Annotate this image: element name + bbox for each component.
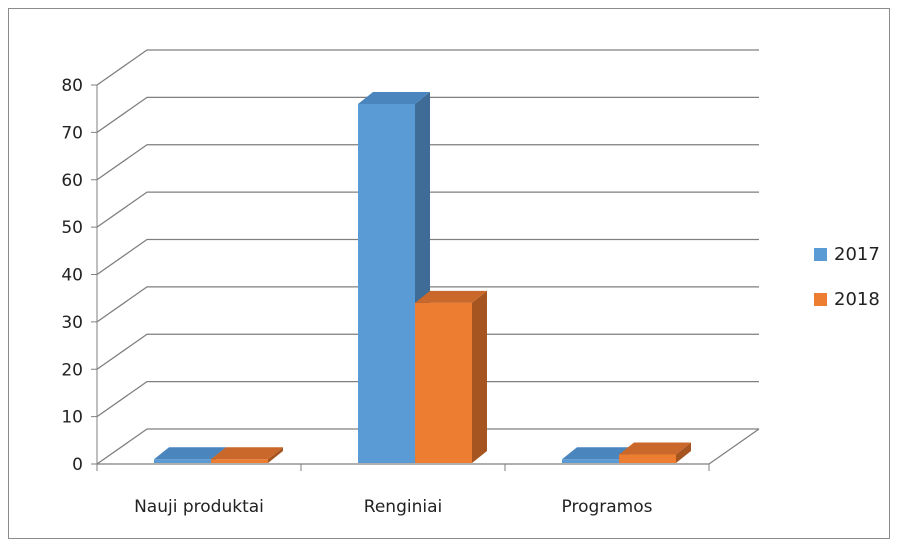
- bar-2018-1: [415, 290, 487, 463]
- category-label: Programos: [562, 497, 653, 517]
- bar-top: [619, 442, 691, 455]
- bar-front: [211, 459, 268, 463]
- y-tick-label: 10: [61, 408, 83, 428]
- gridline: [96, 238, 759, 276]
- chart-frame: 0 10 20 30 40 50 60 70 80 Nauji produktai Rengini…: [8, 8, 890, 539]
- gridline: [96, 286, 759, 323]
- legend-label-2017: 2017: [834, 244, 880, 265]
- bar-front: [562, 459, 619, 463]
- y-tick-label: 80: [61, 76, 83, 96]
- bar-top: [211, 447, 283, 460]
- gridline: [96, 380, 759, 418]
- bar-top: [358, 91, 430, 104]
- gridline: [96, 96, 759, 133]
- gridline: [96, 49, 759, 86]
- bar-layer: [154, 91, 691, 463]
- xlabel-layer: Nauji produktai Renginiai Programos: [134, 497, 653, 517]
- chart-svg: 0 10 20 30 40 50 60 70 80 Nauji produktai Rengini…: [61, 49, 880, 517]
- y-tick-label: 20: [61, 360, 83, 380]
- bar-front: [154, 459, 211, 463]
- y-tick-label: 70: [61, 123, 83, 143]
- bar-side: [472, 290, 487, 463]
- bar-2018-0: [211, 447, 283, 463]
- gridline: [96, 333, 759, 370]
- gridline: [96, 428, 759, 465]
- legend-swatch-2017: [814, 248, 827, 261]
- bar-side: [676, 442, 691, 463]
- gridline: [96, 144, 759, 181]
- y-tick-label: 0: [72, 455, 83, 475]
- y-tick-label: 40: [61, 266, 83, 286]
- bar-front: [358, 103, 415, 463]
- axis-layer: [91, 84, 760, 471]
- gridline: [96, 191, 759, 228]
- bar-front: [619, 454, 676, 463]
- grid-layer: [96, 49, 759, 465]
- bar-2018-2: [619, 442, 691, 463]
- bar-top: [562, 447, 634, 460]
- ytick-layer: 0 10 20 30 40 50 60 70 80: [61, 76, 83, 475]
- category-label: Nauji produktai: [134, 497, 264, 517]
- legend-swatch-2018: [814, 293, 827, 306]
- y-tick-label: 50: [61, 218, 83, 238]
- y-tick-label: 30: [61, 313, 83, 333]
- bar-top: [415, 290, 487, 303]
- category-label: Renginiai: [364, 497, 442, 517]
- legend-layer: 2017 2018: [814, 244, 880, 310]
- bar-top: [154, 447, 226, 460]
- y-tick-label: 60: [61, 171, 83, 191]
- bar-2017-1: [358, 91, 430, 463]
- legend-label-2018: 2018: [834, 289, 880, 310]
- bar-front: [415, 302, 472, 463]
- bar-side: [268, 447, 283, 463]
